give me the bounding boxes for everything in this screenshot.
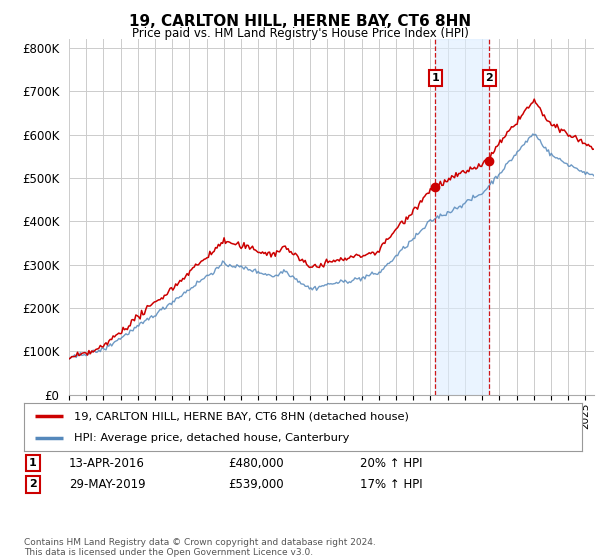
Text: 29-MAY-2019: 29-MAY-2019 [69,478,146,491]
Text: £480,000: £480,000 [228,456,284,470]
Text: £539,000: £539,000 [228,478,284,491]
Bar [435,39,489,395]
Text: 1: 1 [431,73,439,83]
Text: 13-APR-2016: 13-APR-2016 [69,456,145,470]
Text: HPI: Average price, detached house, Canterbury: HPI: Average price, detached house, Cant… [74,433,350,443]
Text: 19, CARLTON HILL, HERNE BAY, CT6 8HN: 19, CARLTON HILL, HERNE BAY, CT6 8HN [129,14,471,29]
Text: 19, CARLTON HILL, HERNE BAY, CT6 8HN (detached house): 19, CARLTON HILL, HERNE BAY, CT6 8HN (de… [74,411,409,421]
Text: Price paid vs. HM Land Registry's House Price Index (HPI): Price paid vs. HM Land Registry's House … [131,27,469,40]
Text: 17% ↑ HPI: 17% ↑ HPI [360,478,422,491]
Text: Contains HM Land Registry data © Crown copyright and database right 2024.
This d: Contains HM Land Registry data © Crown c… [24,538,376,557]
Text: 2: 2 [485,73,493,83]
Text: 2: 2 [29,479,37,489]
Text: 1: 1 [29,458,37,468]
Text: 20% ↑ HPI: 20% ↑ HPI [360,456,422,470]
